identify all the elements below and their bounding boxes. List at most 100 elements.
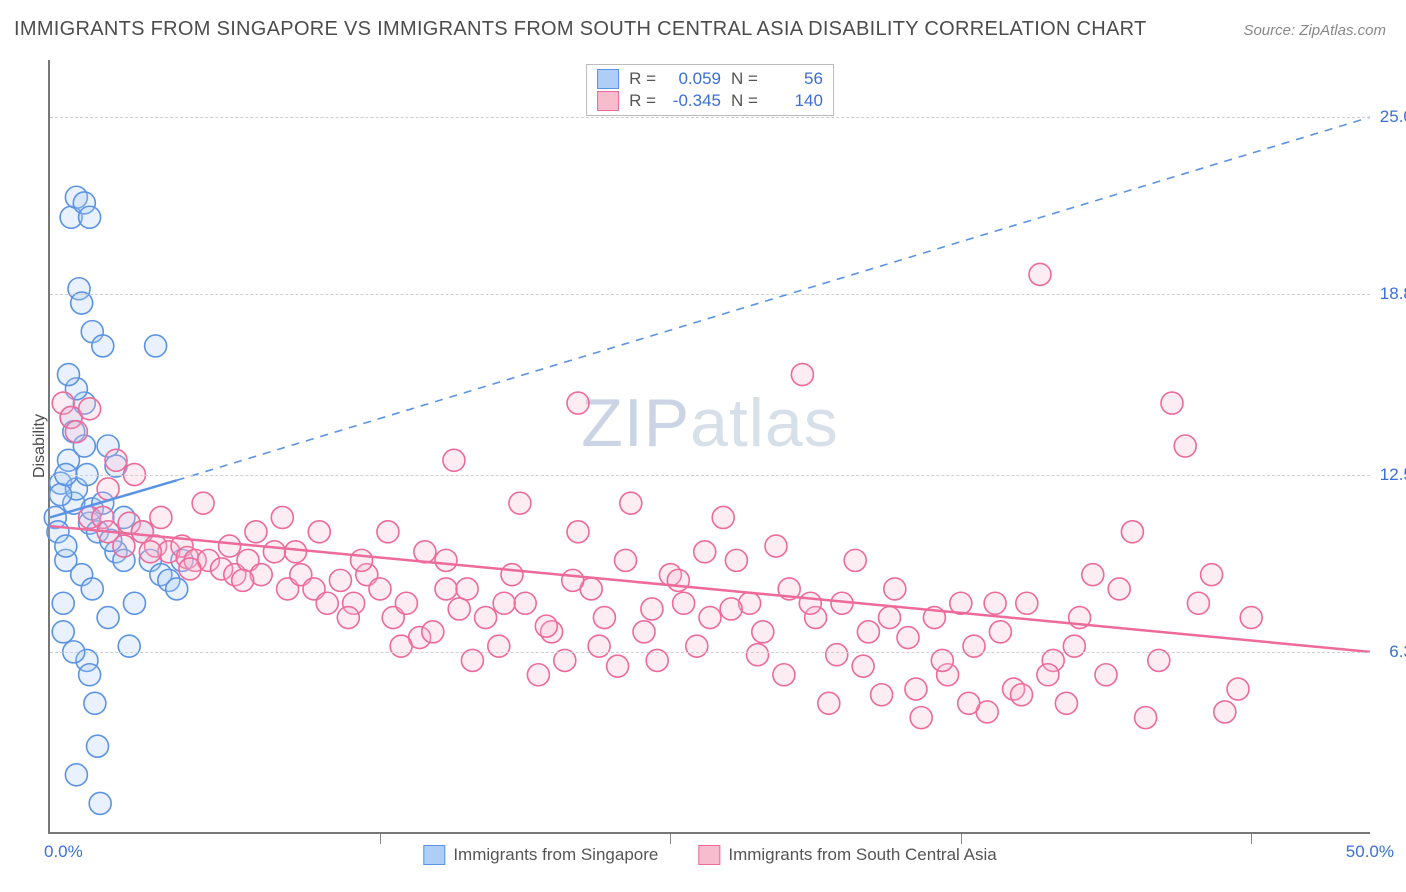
data-point <box>1214 701 1236 723</box>
data-point <box>1227 678 1249 700</box>
data-point <box>1063 635 1085 657</box>
data-point <box>488 635 510 657</box>
data-point <box>232 569 254 591</box>
n-value-1: 56 <box>768 69 823 89</box>
legend-label-south-central-asia: Immigrants from South Central Asia <box>728 845 996 865</box>
legend-item-south-central-asia: Immigrants from South Central Asia <box>698 845 996 865</box>
data-point <box>81 578 103 600</box>
data-point <box>826 644 848 666</box>
data-point <box>897 627 919 649</box>
data-point <box>989 621 1011 643</box>
data-point <box>435 549 457 571</box>
r-label: R = <box>629 91 656 111</box>
data-point <box>852 655 874 677</box>
data-point <box>535 615 557 637</box>
data-point <box>1121 521 1143 543</box>
gridline <box>50 294 1370 295</box>
data-point <box>958 692 980 714</box>
data-point <box>615 549 637 571</box>
data-point <box>1161 392 1183 414</box>
data-point <box>316 592 338 614</box>
gridline <box>50 475 1370 476</box>
data-point <box>879 607 901 629</box>
n-label: N = <box>731 69 758 89</box>
data-point <box>150 506 172 528</box>
data-point <box>139 541 161 563</box>
data-point <box>1240 607 1262 629</box>
data-point <box>414 541 436 563</box>
data-point <box>395 592 417 614</box>
data-point <box>747 644 769 666</box>
data-point <box>765 535 787 557</box>
data-point <box>97 607 119 629</box>
data-point <box>308 521 330 543</box>
data-point <box>329 569 351 591</box>
r-value-1: 0.059 <box>666 69 721 89</box>
data-point <box>456 578 478 600</box>
data-point <box>65 764 87 786</box>
data-point <box>89 792 111 814</box>
data-point <box>588 635 610 657</box>
data-point <box>57 364 79 386</box>
correlation-legend: R = 0.059 N = 56 R = -0.345 N = 140 <box>586 64 834 116</box>
data-point <box>435 578 457 600</box>
chart-title: IMMIGRANTS FROM SINGAPORE VS IMMIGRANTS … <box>14 18 1147 41</box>
data-point <box>773 664 795 686</box>
data-point <box>509 492 531 514</box>
data-point <box>1082 564 1104 586</box>
gridline <box>50 117 1370 118</box>
n-label: N = <box>731 91 758 111</box>
data-point <box>593 607 615 629</box>
data-point <box>192 492 214 514</box>
data-point <box>448 598 470 620</box>
gridline <box>50 652 1370 653</box>
data-point <box>118 635 140 657</box>
data-point <box>97 478 119 500</box>
data-point <box>694 541 716 563</box>
data-point <box>501 564 523 586</box>
swatch-south-central-asia <box>597 91 619 111</box>
y-axis-label: Disability <box>31 414 49 478</box>
data-point <box>984 592 1006 614</box>
chart-svg <box>50 60 1370 832</box>
data-point <box>79 664 101 686</box>
data-point <box>52 621 74 643</box>
data-point <box>105 449 127 471</box>
n-value-2: 140 <box>768 91 823 111</box>
data-point <box>910 707 932 729</box>
data-point <box>857 621 879 643</box>
data-point <box>50 484 72 506</box>
data-point <box>720 598 742 620</box>
data-point <box>219 535 241 557</box>
data-point <box>1135 707 1157 729</box>
series-legend: Immigrants from Singapore Immigrants fro… <box>423 845 996 865</box>
data-point <box>667 569 689 591</box>
y-axis-tick-label: 25.0% <box>1380 107 1406 127</box>
data-point <box>1187 592 1209 614</box>
data-point <box>166 578 188 600</box>
plot-area: ZIPatlas R = 0.059 N = 56 R = -0.345 N =… <box>48 60 1370 834</box>
data-point <box>818 692 840 714</box>
data-point <box>179 558 201 580</box>
data-point <box>245 521 267 543</box>
data-point <box>52 592 74 614</box>
data-point <box>79 398 101 420</box>
data-point <box>1055 692 1077 714</box>
r-value-2: -0.345 <box>666 91 721 111</box>
data-point <box>607 655 629 677</box>
data-point <box>884 578 906 600</box>
data-point <box>145 335 167 357</box>
x-axis-tick <box>961 834 962 844</box>
legend-item-singapore: Immigrants from Singapore <box>423 845 658 865</box>
swatch-singapore <box>423 845 445 865</box>
r-label: R = <box>629 69 656 89</box>
swatch-south-central-asia <box>698 845 720 865</box>
data-point <box>351 549 373 571</box>
data-point <box>963 635 985 657</box>
data-point <box>725 549 747 571</box>
data-point <box>87 735 109 757</box>
source-label: Source: ZipAtlas.com <box>1243 22 1386 39</box>
data-point <box>871 684 893 706</box>
data-point <box>799 592 821 614</box>
data-point <box>1108 578 1130 600</box>
